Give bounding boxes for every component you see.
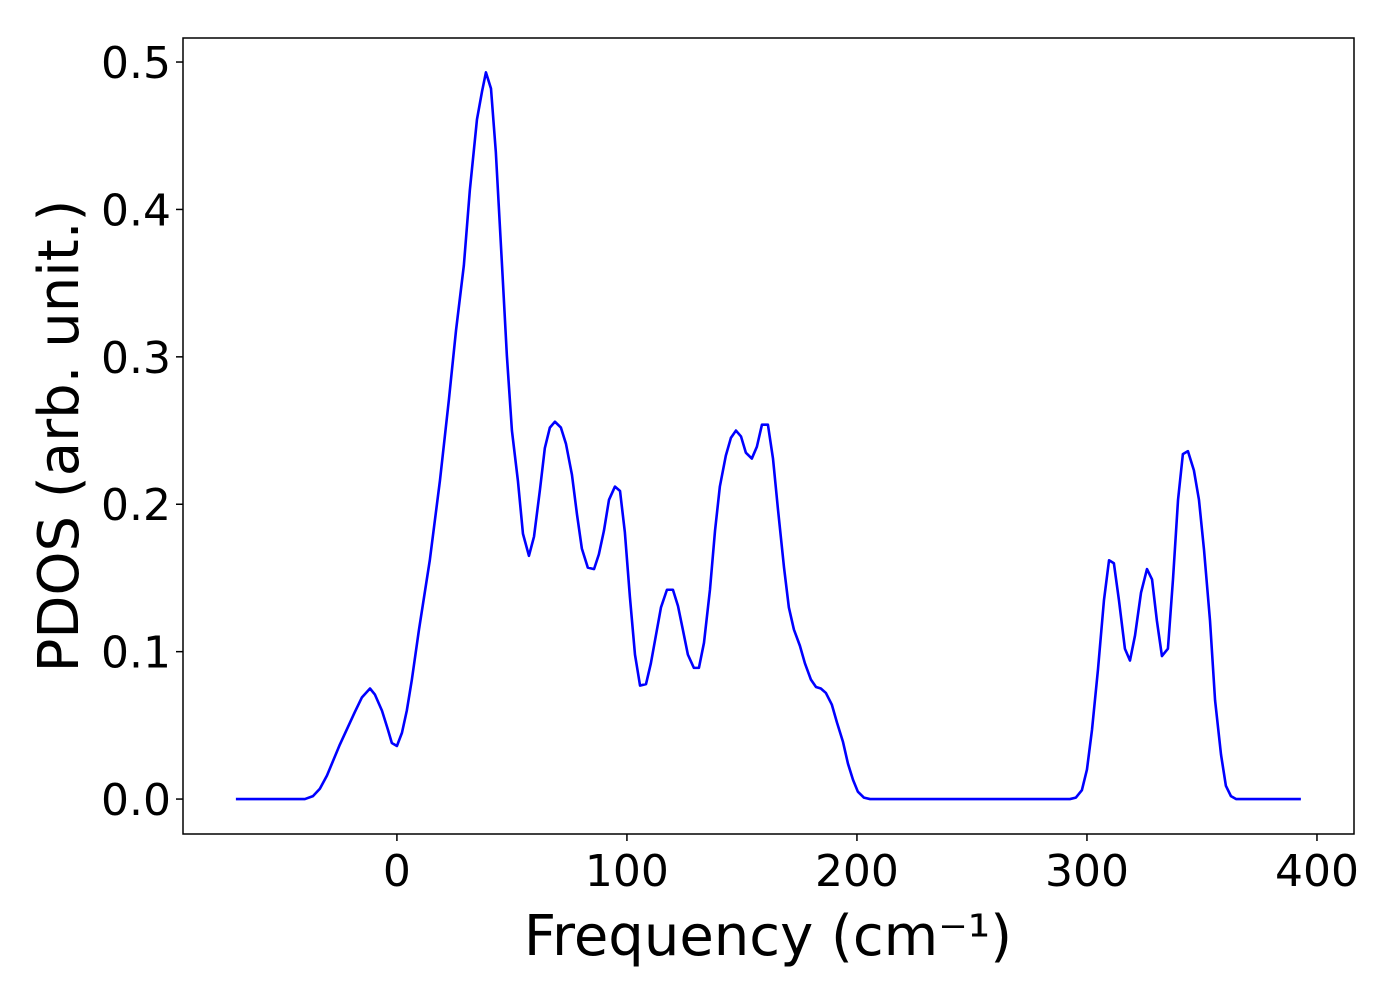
y-tick-label: 0.4 (101, 185, 171, 236)
x-tick-label: 200 (815, 846, 899, 897)
x-tick-label: 400 (1275, 846, 1359, 897)
x-axis-label: Frequency (cm⁻¹) (524, 904, 1012, 969)
data-line (235, 71, 1301, 801)
y-tick-label: 0.3 (101, 333, 171, 384)
y-tick-label: 0.5 (101, 38, 171, 89)
y-tick-label: 0.0 (101, 775, 171, 826)
y-tick-label: 0.1 (101, 628, 171, 679)
x-tick-label: 0 (383, 846, 411, 897)
y-tick-label: 0.2 (101, 480, 171, 531)
x-tick-label: 300 (1045, 846, 1129, 897)
x-tick-label: 100 (585, 846, 669, 897)
plot-frame (182, 37, 1355, 835)
y-axis-label: PDOS (arb. unit.) (27, 200, 92, 673)
